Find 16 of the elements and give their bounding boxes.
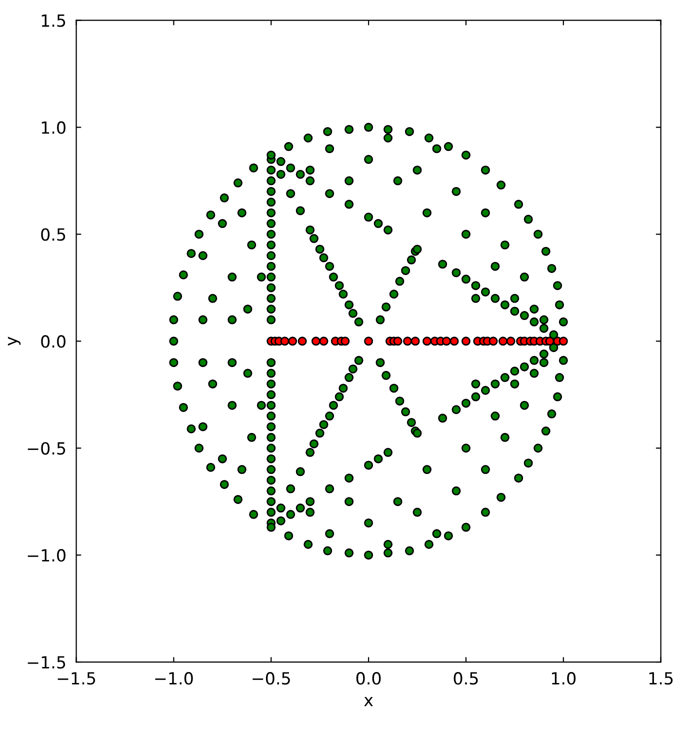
y-tick-label: 1.5	[42, 14, 66, 27]
x-tick-label: −1.5	[58, 672, 96, 685]
x-tick-label: 0.5	[454, 672, 478, 685]
y-tick-label: 0.5	[41, 228, 66, 241]
y-tick-label: 0.0	[41, 335, 66, 348]
x-tick-label: −0.5	[252, 672, 290, 685]
y-tick-label: −1.0	[28, 549, 66, 562]
x-axis-title: x	[364, 696, 373, 706]
y-tick-label: −0.5	[28, 442, 66, 455]
x-tick-label: 1.0	[552, 672, 576, 685]
y-axis-title: y	[8, 336, 21, 346]
y-tick-label: −1.5	[28, 656, 66, 669]
x-tick-label: 0.0	[356, 672, 381, 685]
x-tick-label: 1.5	[649, 672, 673, 685]
y-tick-label: 1.0	[42, 121, 66, 134]
x-tick-label: −1.0	[155, 672, 193, 685]
